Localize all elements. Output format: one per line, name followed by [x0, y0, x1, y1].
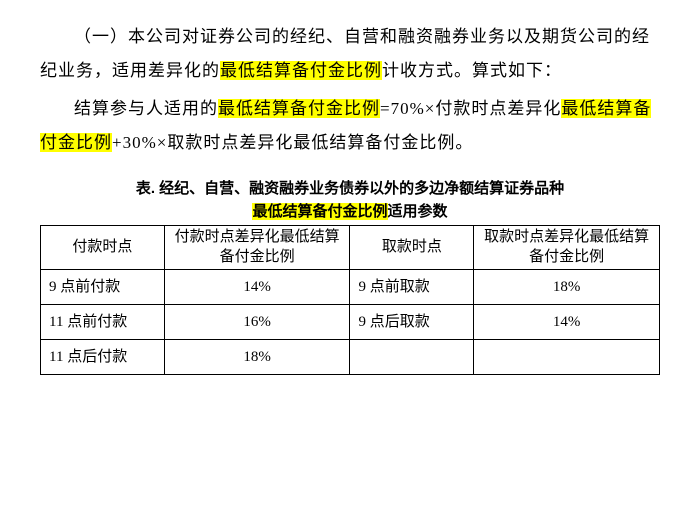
table-title-suffix: 适用参数 [388, 203, 448, 220]
cell-pay-ratio: 14% [164, 270, 350, 305]
th-wd-ratio: 取款时点差异化最低结算备付金比例 [474, 226, 660, 270]
paragraph-2: 结算参与人适用的最低结算备付金比例=70%×付款时点差异化最低结算备付金比例+3… [40, 92, 660, 160]
table-title-line1: 表. 经纪、自营、融资融券业务债券以外的多边净额结算证券品种 [136, 180, 564, 197]
paragraph-1: （一）本公司对证券公司的经纪、自营和融资融券业务以及期货公司的经纪业务，适用差异… [40, 20, 660, 88]
para2-text-3: +30%×取款时点差异化最低结算备付金比例。 [112, 133, 473, 152]
para2-text-1: 结算参与人适用的 [74, 99, 218, 118]
table-header-row: 付款时点 付款时点差异化最低结算备付金比例 取款时点 取款时点差异化最低结算备付… [41, 226, 660, 270]
cell-wd-time: 9 点前取款 [350, 270, 474, 305]
table-row: 9 点前付款 14% 9 点前取款 18% [41, 270, 660, 305]
ratio-table: 付款时点 付款时点差异化最低结算备付金比例 取款时点 取款时点差异化最低结算备付… [40, 225, 660, 375]
para1-highlight-1: 最低结算备付金比例 [220, 61, 382, 80]
cell-wd-ratio: 18% [474, 270, 660, 305]
cell-pay-time: 11 点前付款 [41, 305, 165, 340]
cell-wd-time: 9 点后取款 [350, 305, 474, 340]
para2-highlight-1: 最低结算备付金比例 [218, 99, 380, 118]
cell-pay-ratio: 16% [164, 305, 350, 340]
cell-wd-time [350, 340, 474, 375]
table-title: 表. 经纪、自营、融资融券业务债券以外的多边净额结算证券品种 最低结算备付金比例… [40, 178, 660, 223]
cell-pay-time: 9 点前付款 [41, 270, 165, 305]
table-row: 11 点前付款 16% 9 点后取款 14% [41, 305, 660, 340]
cell-wd-ratio [474, 340, 660, 375]
table-row: 11 点后付款 18% [41, 340, 660, 375]
para2-text-2: =70%×付款时点差异化 [380, 99, 561, 118]
cell-pay-ratio: 18% [164, 340, 350, 375]
para1-text-2: 计收方式。算式如下： [382, 61, 562, 80]
th-pay-time: 付款时点 [41, 226, 165, 270]
cell-pay-time: 11 点后付款 [41, 340, 165, 375]
th-wd-time: 取款时点 [350, 226, 474, 270]
cell-wd-ratio: 14% [474, 305, 660, 340]
th-pay-ratio: 付款时点差异化最低结算备付金比例 [164, 226, 350, 270]
table-title-highlight: 最低结算备付金比例 [252, 203, 387, 220]
